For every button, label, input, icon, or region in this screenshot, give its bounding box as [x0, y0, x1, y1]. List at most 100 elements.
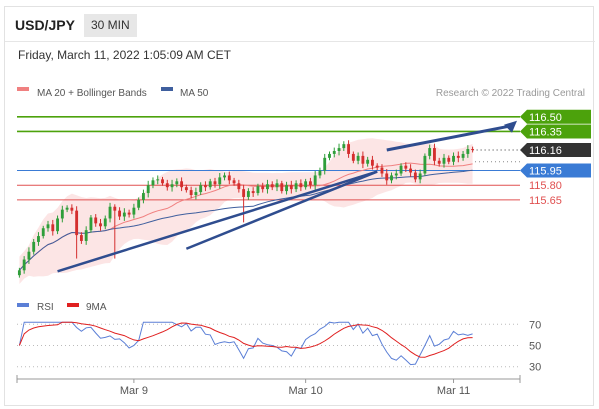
timeframe-button[interactable]: 30 MIN: [84, 14, 137, 37]
candle-body: [27, 251, 31, 260]
candle-body: [294, 183, 298, 190]
candle-body: [208, 181, 212, 188]
candle-body: [342, 144, 346, 149]
level-tag-resistance: [520, 109, 591, 124]
candle-body: [428, 148, 432, 156]
forecast-arrow: [386, 124, 513, 152]
candle-body: [51, 224, 55, 232]
candle-body: [199, 185, 203, 193]
candle-body: [79, 235, 83, 241]
chart-widget: USD/JPY 30 MIN Friday, March 11, 2022 1:…: [4, 6, 595, 406]
time-axis: Mar 9 Mar 10 Mar 11: [16, 375, 521, 397]
candle-body: [184, 187, 188, 191]
candle-body: [318, 170, 322, 176]
level-tag-pivot: [520, 163, 591, 178]
ma20-legend-swatch: [17, 87, 29, 91]
candle-body: [380, 167, 384, 174]
candle-body: [17, 270, 21, 276]
candle-body: [223, 175, 226, 178]
candle-body: [323, 157, 327, 171]
header-bar: USD/JPY 30 MIN: [5, 7, 595, 42]
candle-body: [204, 185, 207, 188]
candle-body: [37, 236, 40, 242]
candle-body: [41, 228, 45, 237]
credit-label: Research © 2022 Trading Central: [436, 88, 585, 99]
candle-body: [304, 181, 308, 188]
candle-body: [466, 149, 470, 154]
candle-body: [127, 212, 131, 215]
candle-body: [32, 241, 36, 252]
candle-body: [151, 180, 155, 186]
trendlines: [57, 120, 517, 273]
candle-body: [442, 157, 446, 164]
candle-body: [433, 148, 436, 161]
candle-body: [366, 159, 370, 164]
rsi-ma-legend-swatch: [67, 303, 79, 307]
rsi-tick-label: 30: [529, 362, 541, 374]
candle-body: [437, 160, 441, 164]
candle-body: [137, 199, 141, 208]
candle-body: [337, 148, 341, 151]
candle-body: [89, 217, 93, 231]
candle-body: [99, 223, 102, 227]
time-tick-label: Mar 9: [120, 385, 148, 397]
currency-pair-title: USD/JPY: [15, 17, 75, 33]
candle-body: [447, 157, 451, 162]
forecast-arrowhead: [504, 120, 517, 133]
candle-body: [232, 180, 236, 184]
candle-body: [351, 153, 355, 161]
candle-body: [413, 172, 417, 180]
candle-body: [423, 155, 427, 174]
candle-body: [313, 175, 317, 186]
candle-body: [156, 179, 160, 181]
candle-body: [328, 153, 331, 158]
candle-body: [242, 189, 246, 197]
ma50-legend-label: MA 50: [180, 88, 209, 99]
price-chart: MA 20 + Bollinger Bands MA 50 Research ©…: [16, 87, 591, 397]
candle-body: [385, 173, 389, 181]
candle-body: [94, 217, 98, 224]
moving-averages: [19, 162, 473, 271]
candle-body: [60, 209, 64, 219]
candle-body: [418, 173, 422, 180]
candle-body: [146, 185, 150, 194]
candle-body: [180, 181, 184, 188]
candle-body: [270, 184, 274, 188]
candle-body: [256, 186, 260, 194]
candle-body: [299, 183, 303, 188]
candles: [17, 140, 475, 278]
level-label-current: 116.16: [529, 145, 562, 157]
ma50-line: [19, 169, 473, 271]
candle-body: [194, 192, 198, 195]
candle-body: [289, 185, 293, 190]
candle-body: [165, 183, 169, 188]
level-label-pivot: 115.95: [529, 166, 562, 178]
candle-body: [132, 207, 136, 215]
candle-body: [361, 155, 365, 164]
level-label-resistance: 116.35: [529, 126, 562, 138]
trendline: [57, 170, 378, 273]
rsi-ma-legend-label: 9MA: [86, 302, 107, 313]
candle-body: [113, 206, 117, 211]
candle-body: [404, 165, 408, 169]
level-label-support: 115.80: [529, 180, 562, 192]
level-tag-resistance: [520, 124, 591, 139]
candle-body: [456, 155, 460, 158]
candle-body: [471, 149, 475, 151]
candle-body: [122, 212, 126, 217]
candle-body: [141, 193, 145, 200]
level-labels: 116.50 116.35 116.16 115.95 115.80 115.65: [520, 109, 591, 207]
candle-body: [84, 230, 88, 241]
candle-body: [370, 159, 374, 166]
candle-body: [56, 218, 59, 232]
candle-body: [409, 168, 413, 173]
candle-body: [332, 151, 336, 154]
candle-body: [261, 186, 265, 190]
rsi-legend-label: RSI: [37, 302, 54, 313]
price-levels: [17, 115, 520, 201]
bollinger-band: [19, 138, 473, 284]
candle-body: [22, 259, 26, 271]
candle-body: [280, 183, 284, 192]
candle-body: [266, 184, 269, 190]
candle-body: [251, 191, 255, 194]
